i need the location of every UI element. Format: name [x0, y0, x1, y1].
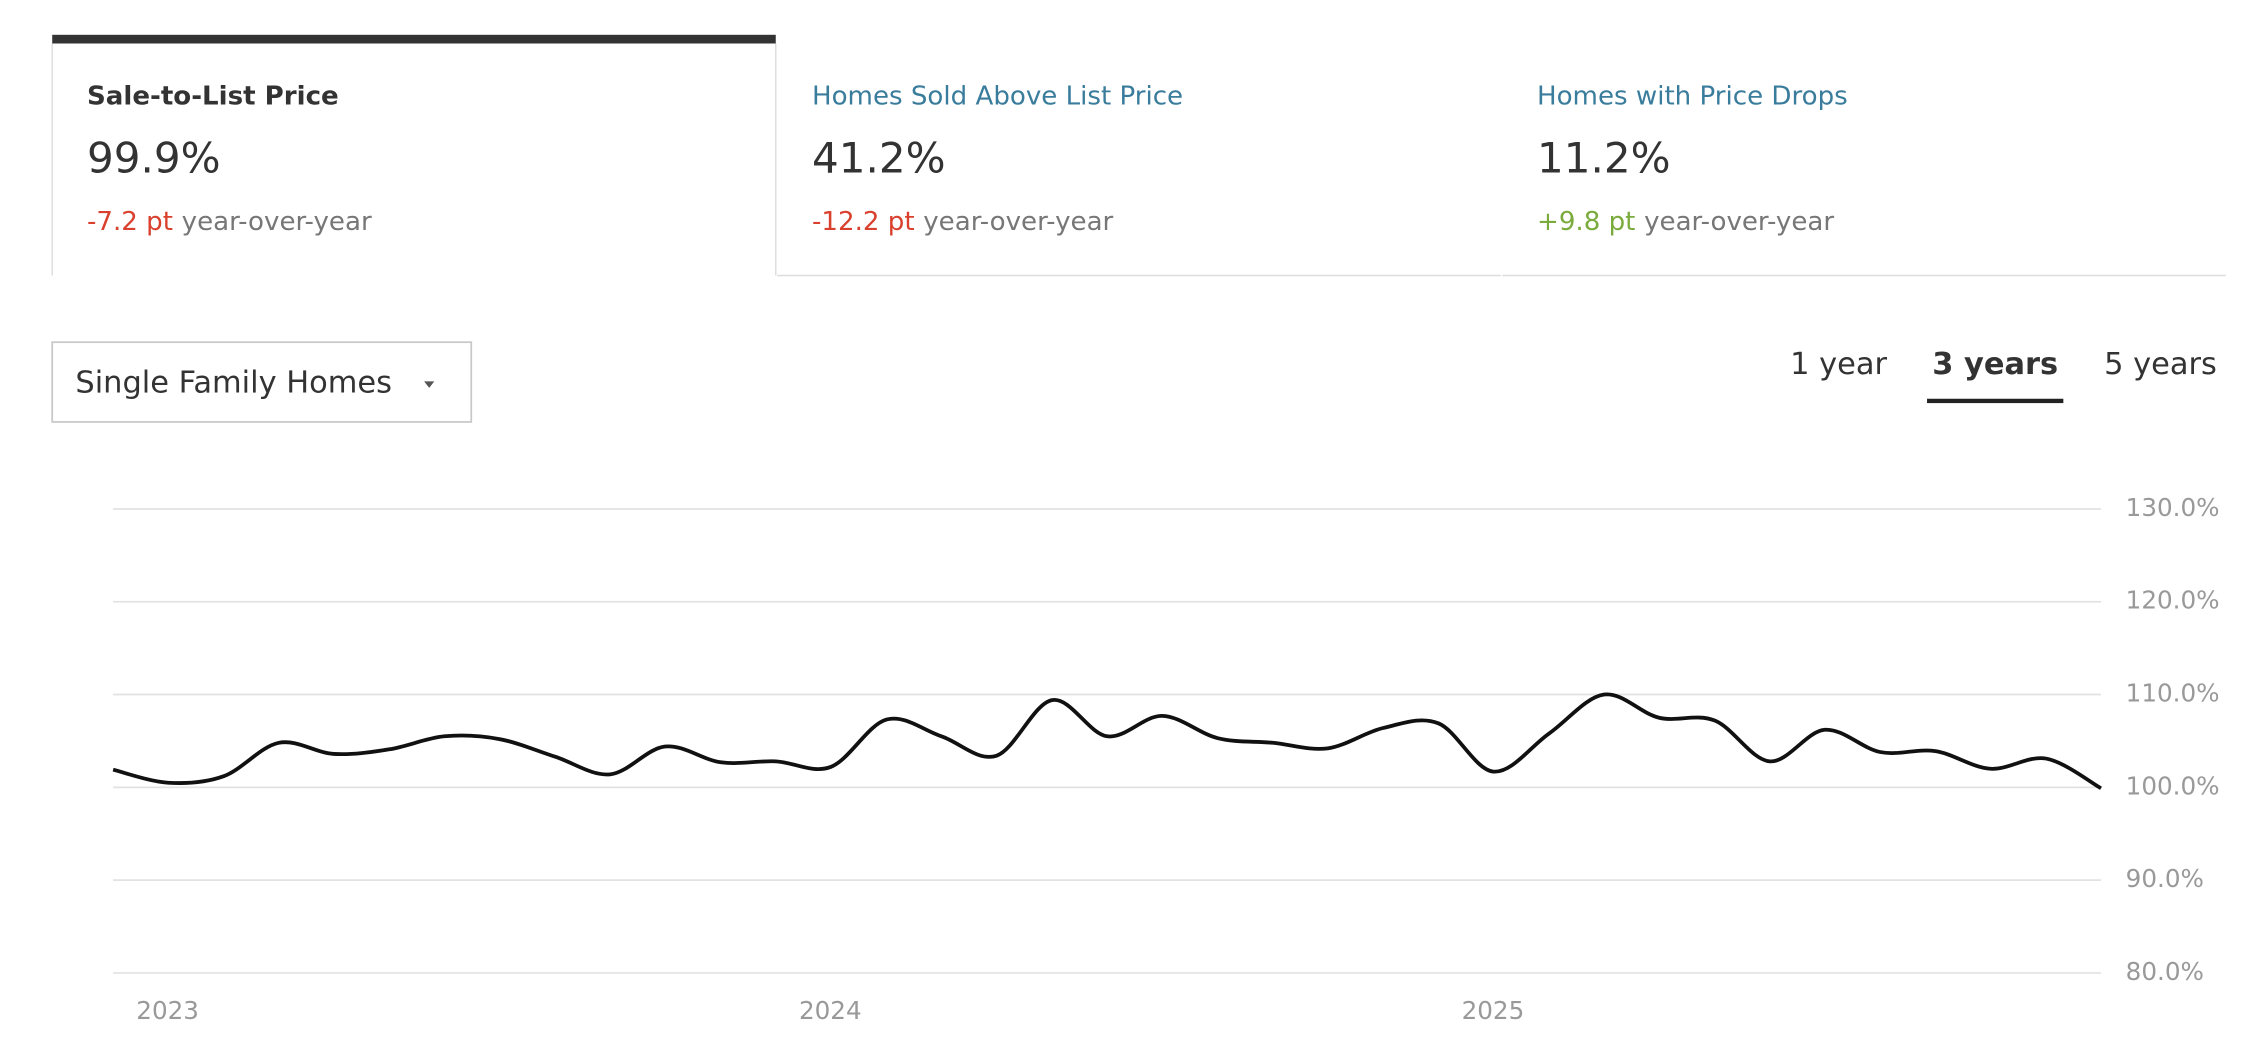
- tab-value: 99.9%: [87, 133, 221, 182]
- y-tick-label: 100.0%: [2126, 771, 2220, 800]
- dropdown-label: Single Family Homes: [75, 366, 392, 401]
- x-tick-label: 2023: [136, 996, 199, 1025]
- dropdown[interactable]: [51, 341, 473, 423]
- tab-change-label: year-over-year: [182, 206, 372, 236]
- tab[interactable]: [52, 34, 776, 276]
- y-tick-label: 90.0%: [2126, 864, 2204, 893]
- range-option[interactable]: 5 years: [2104, 347, 2217, 382]
- tab[interactable]: [1502, 34, 2226, 276]
- tab-change-label: year-over-year: [1644, 206, 1834, 236]
- tab-change-label: year-over-year: [923, 206, 1113, 236]
- range-underline: [1927, 398, 2064, 404]
- range-option[interactable]: 3 years: [1932, 347, 2058, 382]
- y-tick-label: 120.0%: [2126, 586, 2220, 615]
- tab-value: 41.2%: [812, 133, 946, 182]
- tab-change: -7.2 pt: [87, 206, 173, 236]
- y-tick-label: 80.0%: [2126, 957, 2204, 986]
- tab[interactable]: [777, 34, 1501, 276]
- x-tick-label: 2025: [1462, 996, 1525, 1025]
- tab-change-line: -7.2 pt year-over-year: [87, 206, 372, 236]
- y-tick-label: 110.0%: [2126, 679, 2220, 708]
- y-tick-label: 130.0%: [2126, 493, 2220, 522]
- tab-change-line: +9.8 pt year-over-year: [1537, 206, 1834, 236]
- tab-value: 11.2%: [1537, 133, 1671, 182]
- tab-change: -12.2 pt: [812, 206, 915, 236]
- tab-change: +9.8 pt: [1537, 206, 1635, 236]
- line-series: [112, 692, 2102, 790]
- tab-active-bar: [52, 34, 776, 44]
- tab-change-line: -12.2 pt year-over-year: [812, 206, 1114, 236]
- tab-title: Sale-to-List Price: [87, 82, 339, 112]
- x-tick-label: 2024: [799, 996, 862, 1025]
- range-option[interactable]: 1 year: [1790, 347, 1887, 382]
- dropdown-caret: [424, 381, 435, 388]
- tab-title: Homes with Price Drops: [1537, 82, 1848, 112]
- tab-title: Homes Sold Above List Price: [812, 82, 1183, 112]
